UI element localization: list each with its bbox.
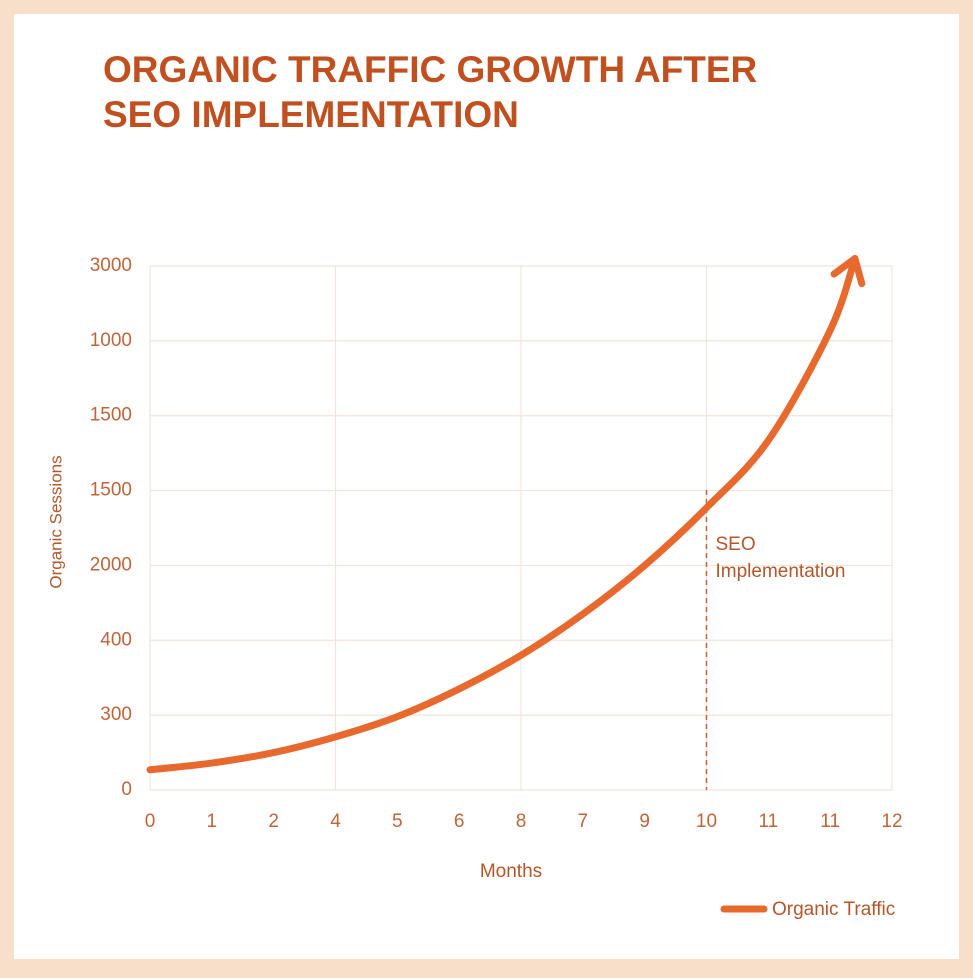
y-axis-label: Organic Sessions	[46, 455, 65, 588]
x-axis-label: Months	[480, 861, 542, 882]
x-tick-label: 8	[516, 811, 527, 832]
x-tick-label: 2	[268, 811, 279, 832]
legend-label: Organic Traffic	[772, 899, 895, 920]
y-tick-label: 0	[121, 779, 132, 800]
x-tick-label: 11	[758, 811, 778, 832]
x-tick-label: 4	[330, 811, 341, 832]
chart-title: SEO IMPLEMENTATION	[103, 94, 519, 135]
x-tick-label: 11	[820, 811, 840, 832]
x-tick-label: 9	[639, 811, 650, 832]
x-tick-label: 5	[392, 811, 403, 832]
card	[14, 14, 959, 959]
annotation-text: SEO	[716, 534, 756, 555]
y-tick-label: 1500	[90, 480, 132, 501]
y-tick-label: 300	[100, 704, 132, 725]
chart-title: ORGANIC TRAFFIC GROWTH AFTER	[103, 49, 757, 90]
y-tick-label: 1500	[90, 405, 132, 426]
x-tick-label: 12	[881, 811, 902, 832]
y-tick-label: 3000	[90, 255, 132, 276]
y-tick-label: 2000	[90, 554, 132, 575]
x-tick-label: 1	[207, 811, 218, 832]
arrow-head	[830, 255, 866, 288]
x-tick-label: 6	[454, 811, 465, 832]
y-tick-label: 400	[100, 629, 132, 650]
y-tick-label: 1000	[90, 330, 132, 351]
line	[146, 255, 859, 774]
x-tick-label: 10	[696, 811, 717, 832]
x-tick-label: 7	[578, 811, 589, 832]
x-tick-label: 0	[145, 811, 156, 832]
annotation-text: Implementation	[716, 561, 846, 582]
